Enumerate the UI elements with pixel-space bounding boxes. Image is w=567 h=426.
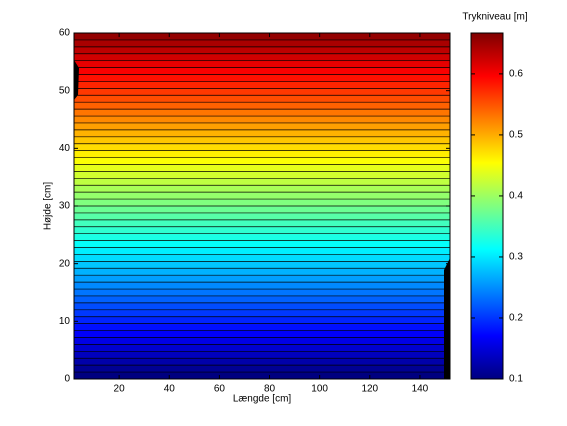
contour-band [74,116,450,124]
contour-band [74,53,450,62]
x-tick-label: 40 [164,384,176,395]
contour-band [74,254,450,262]
x-tick-label: 140 [412,384,429,395]
contour-band [74,39,450,48]
contour-band [74,212,450,221]
contour-band [74,247,450,255]
contour-band [74,344,450,352]
contour-band [74,330,450,338]
colorbar-tick-label: 0.5 [509,130,523,141]
colorbar-tick-label: 0.3 [509,252,523,263]
contour-band [74,178,450,186]
contour-band [74,46,450,55]
x-tick-label: 120 [361,384,378,395]
contour-band [74,157,450,165]
contour-band [74,316,450,325]
contour-band [74,136,450,145]
contour-band [74,122,450,131]
colorbar-tick-label: 0.4 [509,191,523,202]
contour-band [74,171,450,179]
contour-band [74,358,450,366]
contour-band [74,295,450,304]
contour-band [74,309,450,318]
contour-band [74,261,450,269]
contour-band [74,102,450,110]
y-tick-label: 0 [64,374,70,385]
contour-band [74,67,450,76]
contour-band [74,351,450,359]
x-axis-label: Længde [cm] [233,394,292,405]
contour-band [74,226,450,235]
contour-band [74,372,450,379]
dry-region [444,258,450,379]
contour-band [74,164,450,172]
contour-band [74,199,450,207]
contour-band [74,365,450,373]
contour-band [74,60,450,69]
x-tick-label: 80 [264,384,276,395]
contour-band [74,206,450,214]
contour-band [74,302,450,311]
contour-band [74,81,450,89]
contour-band [74,275,450,283]
y-tick-label: 20 [59,258,71,269]
y-tick-label: 60 [59,28,71,39]
dry-region [74,60,79,100]
colorbar [470,32,504,380]
x-tick-label: 20 [114,384,126,395]
contour-band [74,337,450,345]
y-tick-label: 40 [59,143,71,154]
x-tick-label: 60 [214,384,226,395]
y-tick-label: 30 [59,201,71,212]
contour-band [74,185,450,193]
contour-band [74,219,450,228]
contour-band [74,143,450,152]
contour-band [74,74,450,82]
contour-band [74,109,450,117]
contour-band [74,129,450,138]
colorbar-label: Trykniveau [m] [462,12,527,23]
plot-area [74,33,450,379]
y-axis-label: Højde [cm] [43,182,54,231]
contour-band [74,192,450,200]
colorbar-tick-label: 0.1 [509,374,523,385]
contour-band [74,289,450,297]
y-tick-label: 10 [59,316,71,327]
colorbar-tick-label: 0.2 [509,313,523,324]
y-tick-label: 50 [59,85,71,96]
contour-band [74,95,450,103]
contour-band [74,240,450,249]
contour-band [74,282,450,290]
contour-band [74,33,450,41]
contour-band [74,88,450,96]
colorbar-tick-label: 0.6 [509,69,523,80]
contour-band [74,323,450,332]
contour-band [74,268,450,276]
contour-band [74,150,450,159]
contour-band [74,233,450,242]
x-tick-label: 100 [311,384,328,395]
